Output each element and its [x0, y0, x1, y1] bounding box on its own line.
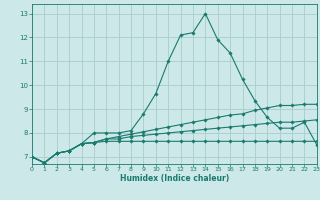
X-axis label: Humidex (Indice chaleur): Humidex (Indice chaleur) [120, 174, 229, 183]
